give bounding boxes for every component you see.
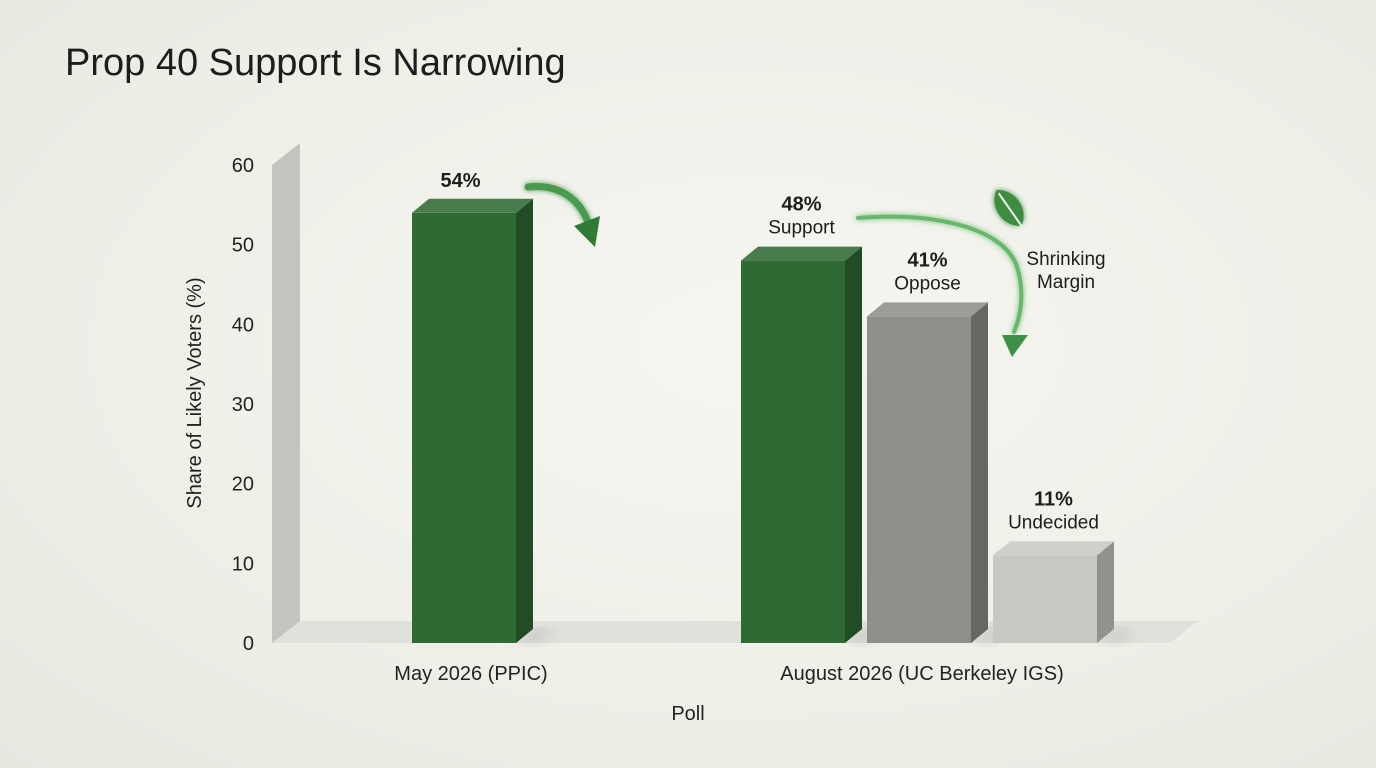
bar-support: 48%Support (741, 194, 884, 643)
data-label: 48% (781, 194, 821, 216)
bar-side (845, 246, 862, 643)
bar-undecided: 11%Undecided (993, 488, 1136, 643)
y-axis-label: Share of Likely Voters (%) (184, 277, 206, 508)
data-label: 11% (1034, 488, 1073, 510)
chart-title: Prop 40 Support Is Narrowing (65, 42, 566, 84)
y-tick-label: 30 (232, 394, 254, 416)
bar-front (741, 260, 845, 643)
bar-front (412, 212, 516, 644)
annotation-text: Margin (1037, 272, 1095, 293)
shrinking-margin-arrow (856, 214, 1024, 334)
series-label: Oppose (894, 273, 961, 294)
bar-support: 54% (412, 170, 555, 644)
shrinking-margin-arrowhead (1002, 335, 1028, 357)
y-tick-label: 10 (232, 553, 254, 575)
bar-top (741, 246, 862, 261)
y-tick-label: 50 (232, 235, 254, 257)
y-axis-wall (272, 143, 300, 643)
annotation-text: Shrinking (1026, 249, 1105, 270)
y-tick-label: 40 (232, 314, 254, 336)
y-tick-label: 60 (232, 155, 254, 177)
leaf-vein (997, 192, 1025, 230)
bar-front (867, 316, 971, 643)
bar-side (971, 302, 988, 643)
x-tick-label: May 2026 (PPIC) (394, 663, 547, 685)
bar-shadow (516, 629, 555, 643)
x-tick-label: August 2026 (UC Berkeley IGS) (780, 663, 1063, 685)
bar-top (993, 541, 1114, 556)
trend-arrow (524, 183, 592, 226)
series-label: Undecided (1008, 512, 1099, 533)
bar-side (516, 198, 533, 644)
x-axis-label: Poll (671, 703, 704, 725)
bar-side (1097, 541, 1114, 643)
leaf-icon (994, 189, 1025, 230)
y-tick-label: 0 (243, 633, 254, 655)
y-tick-label: 20 (232, 474, 254, 496)
bar-oppose: 41%Oppose (867, 249, 1010, 643)
trend-arrowhead (574, 216, 600, 247)
bar-shadow (1097, 629, 1136, 643)
series-label: Support (768, 218, 835, 239)
bar-front (993, 555, 1097, 643)
data-label: 54% (440, 170, 480, 192)
data-label: 41% (907, 249, 947, 271)
bar-top (867, 302, 988, 317)
bar-top (412, 198, 533, 213)
